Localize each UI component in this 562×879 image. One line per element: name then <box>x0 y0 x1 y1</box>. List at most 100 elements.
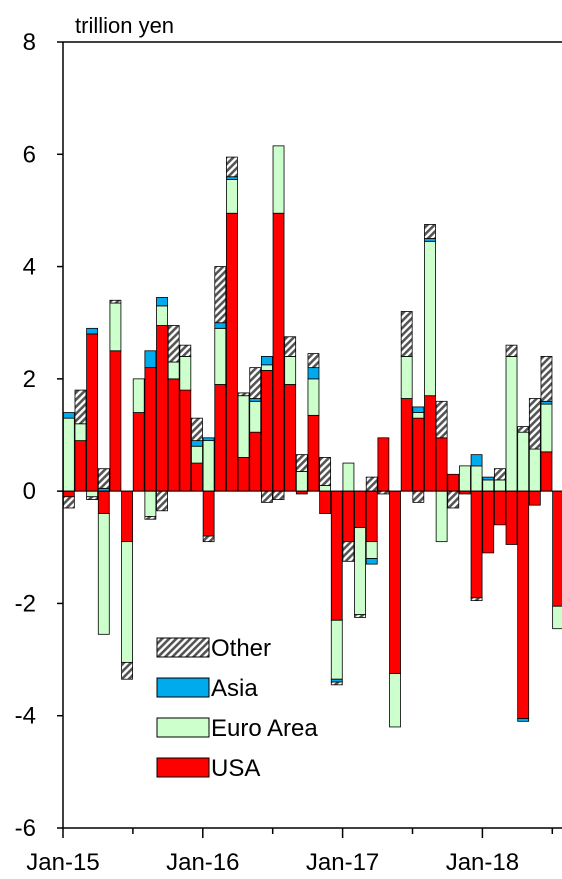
bar-segment-usa <box>249 431 262 492</box>
bar-segment-other <box>319 457 332 486</box>
bar-segment-euro-area <box>202 440 215 492</box>
bar-segment-asia <box>330 678 343 683</box>
bar-segment-asia <box>62 412 75 419</box>
bar-segment-usa <box>319 490 332 515</box>
bar-segment-asia <box>249 398 262 402</box>
bar-segment-other <box>272 490 285 500</box>
bar-segment-euro-area <box>552 605 562 630</box>
bar-segment-other <box>144 516 157 520</box>
bar-segment-euro-area <box>191 445 203 464</box>
bar-segment-euro-area <box>179 355 192 391</box>
bar-segment-euro-area <box>62 417 75 492</box>
bar-segment-euro-area <box>412 412 425 419</box>
bar-segment-other <box>470 597 483 602</box>
bar-segment-asia <box>144 350 157 369</box>
bar-segment-other <box>400 311 413 357</box>
bar-segment-usa <box>237 457 250 492</box>
bar-segment-other <box>74 389 87 425</box>
bar-segment-other <box>295 454 308 472</box>
bar-segment-usa <box>447 473 460 492</box>
bar-segment-asia <box>470 454 483 467</box>
bar-segment-asia <box>86 327 99 335</box>
bar-segment-other <box>528 398 541 450</box>
bar-segment-asia <box>482 476 495 481</box>
bar-segment-usa <box>86 333 99 492</box>
x-tick-labels: Jan-15 Jan-16 Jan-17 Jan-18 <box>26 849 519 876</box>
bar-segment-asia <box>424 238 436 242</box>
bar-segment-asia <box>226 176 238 180</box>
bar-segment-usa <box>307 414 320 492</box>
bar-segment-euro-area <box>74 423 87 442</box>
bar-segment-usa <box>144 367 157 492</box>
bar-segment-other <box>517 426 530 433</box>
bar-segment-euro-area <box>97 513 110 635</box>
bar-segment-usa <box>179 389 192 492</box>
bar-segment-other <box>214 266 227 324</box>
legend-swatch-usa <box>156 757 210 778</box>
bar-segment-usa <box>132 412 145 492</box>
y-tick-label: 2 <box>23 366 36 393</box>
bar-segment-euro-area <box>505 355 518 492</box>
bar-segment-other <box>342 541 355 562</box>
bar-segment-usa <box>540 451 553 492</box>
bar-segment-other <box>249 367 262 399</box>
bar-segment-asia <box>191 440 203 447</box>
bar-segment-euro-area <box>354 527 366 616</box>
bar-segment-other <box>365 476 378 492</box>
bar-segment-other <box>424 224 436 239</box>
bar-segment-euro-area <box>342 462 355 492</box>
bar-segment-usa <box>167 378 180 492</box>
bar-segment-usa <box>330 490 343 621</box>
bar-segment-asia <box>307 367 320 380</box>
bar-segment-other <box>260 490 273 503</box>
bar-segment-other <box>307 353 320 369</box>
bar-segment-euro-area <box>109 302 122 352</box>
y-tick-label: -6 <box>15 815 36 842</box>
bar-segment-other <box>226 156 238 178</box>
bar-segment-usa <box>284 384 297 492</box>
bar-segment-other <box>354 614 366 618</box>
bar-segment-euro-area <box>284 355 297 385</box>
bar-segment-other <box>121 661 133 680</box>
bar-segment-euro-area <box>424 240 436 397</box>
y-tick-label: 0 <box>23 478 36 505</box>
bar-segment-asia <box>540 400 553 405</box>
bar-segment-other <box>493 468 506 481</box>
x-tick-label: Jan-18 <box>446 849 519 876</box>
y-tick-label: -4 <box>15 703 36 730</box>
bar-segment-usa <box>121 490 133 543</box>
bar-segment-other <box>412 490 425 503</box>
bar-segment-usa <box>354 490 366 529</box>
bar-segment-euro-area <box>144 490 157 517</box>
bar-segment-usa <box>74 440 87 492</box>
legend-label-other: Other <box>211 635 271 662</box>
bar-segment-usa <box>62 490 75 498</box>
y-tick-label: -2 <box>15 590 36 617</box>
bar-segment-asia <box>214 322 227 329</box>
legend-label-euro-area: Euro Area <box>211 715 318 742</box>
bar-segment-euro-area <box>307 378 320 416</box>
bar-segment-euro-area <box>319 485 332 492</box>
bar-segment-other <box>62 496 75 509</box>
bar-segment-euro-area <box>237 395 250 458</box>
bar-segment-asia <box>156 297 168 307</box>
bar-segment-usa <box>424 395 436 492</box>
bar-segment-other <box>330 681 343 686</box>
bar-segment-euro-area <box>156 305 168 326</box>
bar-segment-asia <box>202 437 215 442</box>
bar-segment-euro-area <box>470 465 483 492</box>
bar-segment-other <box>237 392 250 397</box>
y-tick-labels: 8 6 4 2 0 -2 -4 -6 <box>15 29 36 842</box>
bar-segment-euro-area <box>121 541 133 663</box>
axes-group <box>57 41 562 838</box>
bar-segment-euro-area <box>295 471 308 492</box>
bar-segment-other <box>97 468 110 489</box>
bar-segment-usa <box>412 417 425 492</box>
legend-swatch-other <box>156 637 210 658</box>
bar-segment-usa <box>493 490 506 526</box>
bar-segment-euro-area <box>226 179 238 214</box>
bar-segment-euro-area <box>459 465 471 492</box>
bar-segment-euro-area <box>260 364 273 371</box>
bar-segment-usa <box>389 490 401 675</box>
